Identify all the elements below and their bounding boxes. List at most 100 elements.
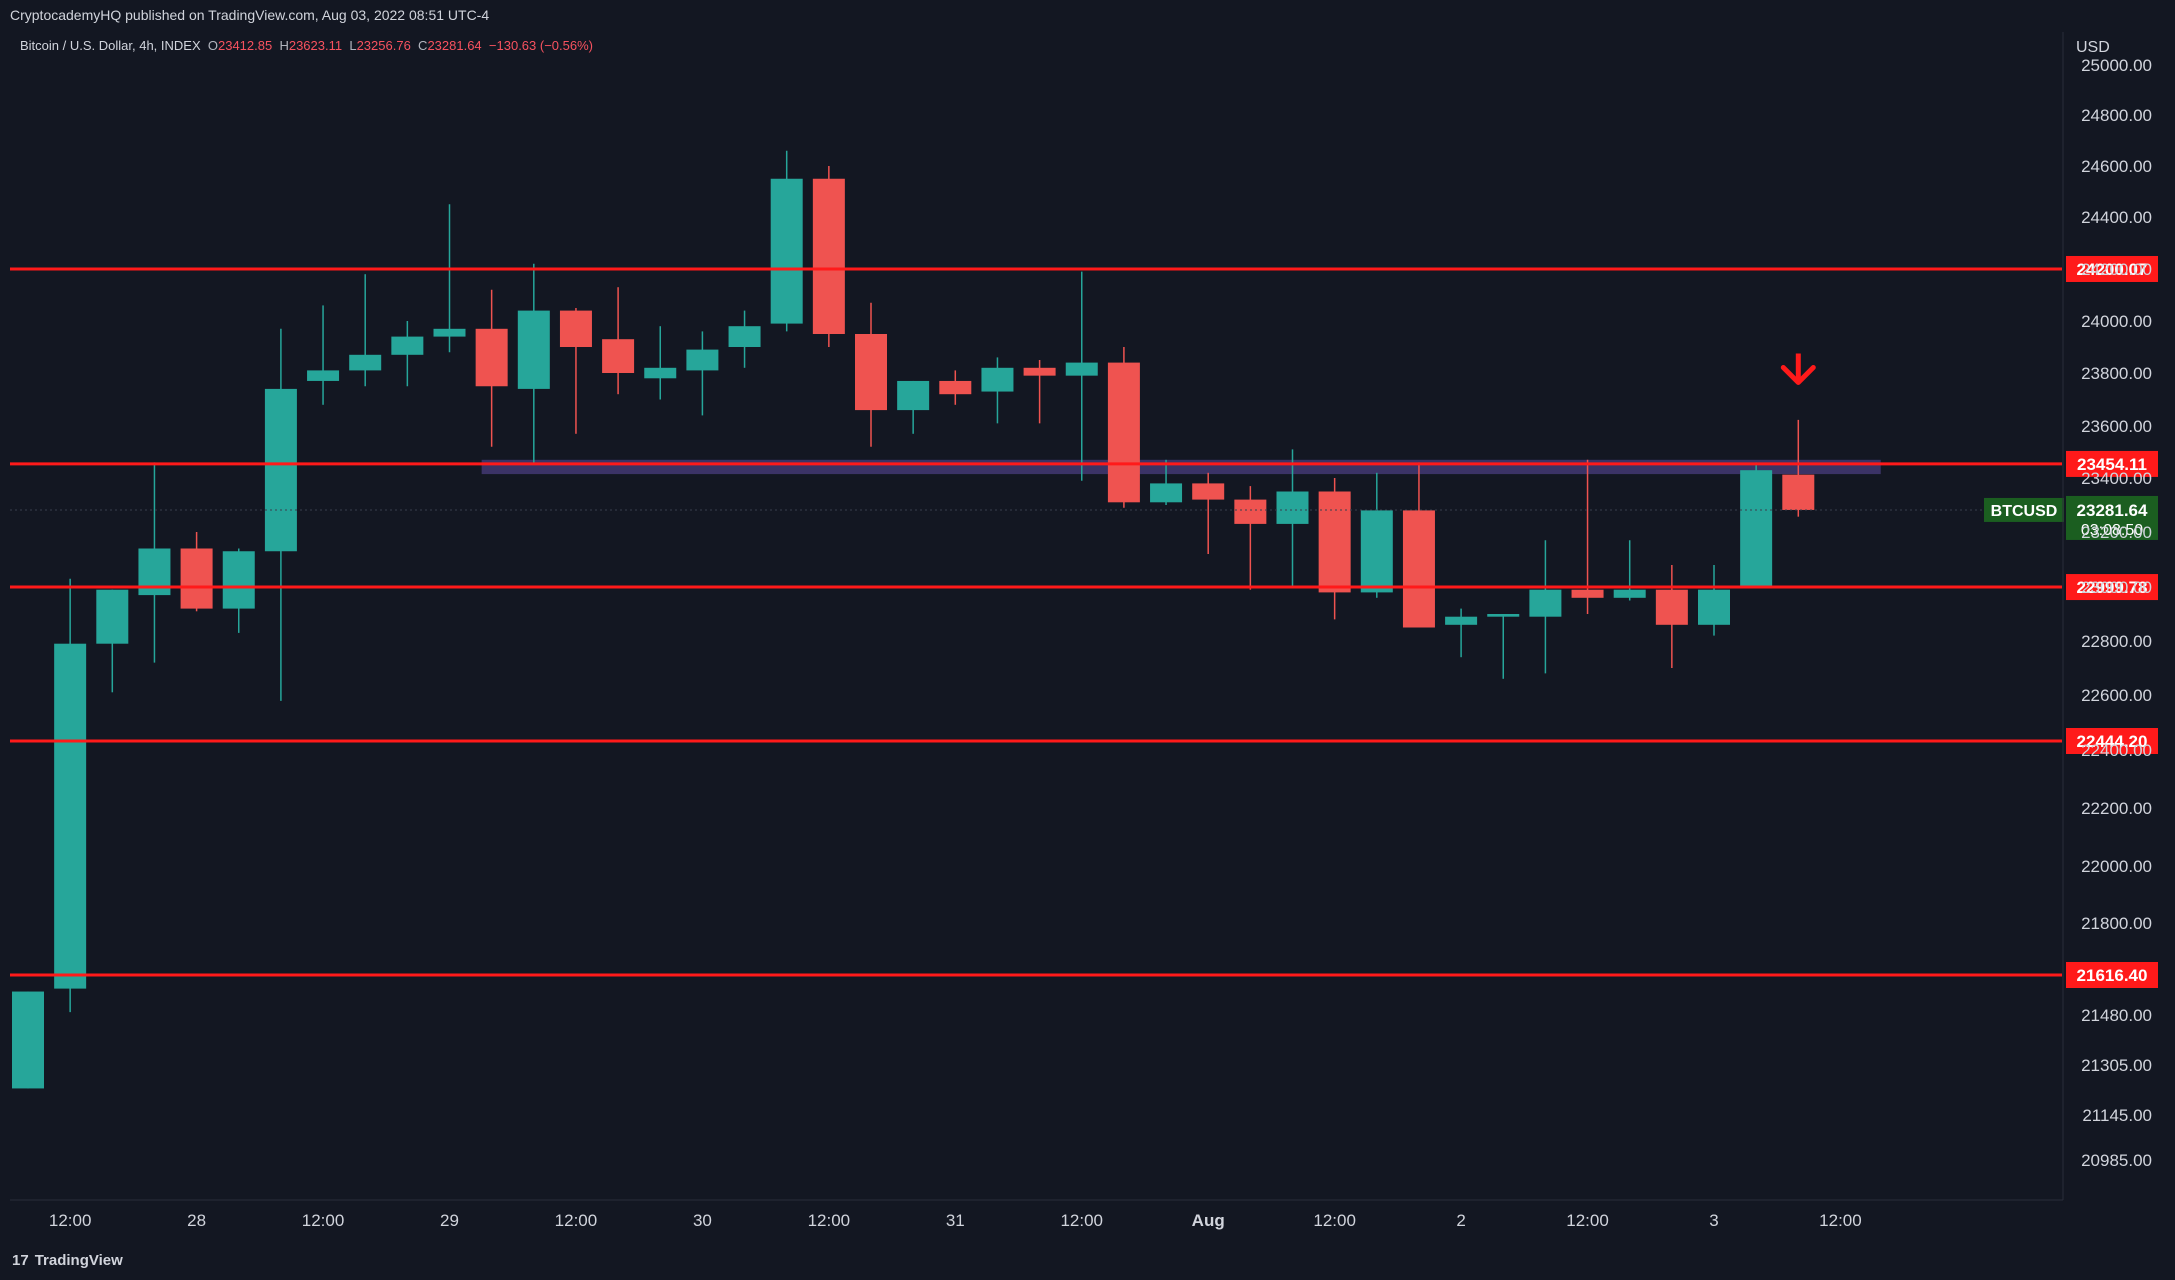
candle[interactable] <box>349 274 382 387</box>
candle[interactable] <box>1782 419 1815 517</box>
tradingview-logo-icon: 17 <box>12 1252 29 1269</box>
candle[interactable] <box>12 991 44 1089</box>
symbol-legend: Bitcoin / U.S. Dollar, 4h, INDEX O23412.… <box>20 38 593 53</box>
candle[interactable] <box>1487 614 1520 679</box>
candle[interactable] <box>1234 486 1267 590</box>
time-tick-label: 12:00 <box>49 1211 92 1230</box>
arrow-head <box>1780 365 1816 385</box>
candle-body <box>1150 483 1183 503</box>
candle[interactable] <box>602 287 635 395</box>
candle[interactable] <box>222 548 255 633</box>
candle[interactable] <box>1023 360 1056 424</box>
candle[interactable] <box>981 357 1014 424</box>
price-tick-label: 25000.00 <box>2081 56 2152 75</box>
candle[interactable] <box>264 328 297 701</box>
time-tick-label: 29 <box>440 1211 459 1230</box>
price-tick-label: 24400.00 <box>2081 208 2152 227</box>
candle[interactable] <box>728 310 761 368</box>
candle[interactable] <box>433 204 466 353</box>
candle[interactable] <box>307 305 340 405</box>
candle-body <box>1740 470 1773 587</box>
candle-body <box>1698 589 1730 625</box>
price-tick-label: 23600.00 <box>2081 417 2152 436</box>
current-price-label: 23281.64 <box>2077 501 2148 520</box>
candle-body <box>475 328 508 387</box>
level-badge <box>2066 450 2158 477</box>
price-axis: USD 20985.00 21145.00 21305.00 21480.00 21800… <box>2062 32 2152 1200</box>
time-tick-label: 2 <box>1456 1211 1465 1230</box>
candle[interactable] <box>855 302 887 447</box>
candle-body <box>391 336 424 355</box>
candle-body <box>517 310 550 389</box>
candle[interactable] <box>559 308 592 434</box>
candle[interactable] <box>897 380 930 434</box>
candle[interactable] <box>1360 472 1393 598</box>
level-label: 24200.07 <box>2077 260 2148 279</box>
candle-body <box>1023 367 1056 376</box>
candle-body <box>1529 589 1562 617</box>
candle[interactable] <box>180 532 213 612</box>
time-tick-label: 12:00 <box>302 1211 345 1230</box>
low-value: 23256.76 <box>356 38 411 53</box>
candle[interactable] <box>1740 462 1773 587</box>
candle[interactable] <box>54 578 87 1013</box>
candle[interactable] <box>96 589 129 693</box>
candle[interactable] <box>939 370 972 405</box>
level-badge <box>2066 962 2158 988</box>
time-tick-label: 12:00 <box>1060 1211 1103 1230</box>
header-bar: CryptocademyHQ published on TradingView.… <box>0 0 2175 32</box>
current-price-line-layer: BTCUSD 23281.64 03:08:50 <box>10 495 2158 540</box>
level-badge <box>2066 255 2158 282</box>
candle[interactable] <box>391 321 424 387</box>
candle-body <box>12 991 44 1089</box>
candle[interactable] <box>1318 478 1351 620</box>
candle-body <box>349 354 382 371</box>
candle-body <box>1234 499 1267 524</box>
symbol-badge <box>1984 497 2064 522</box>
candle-body <box>433 328 466 337</box>
symbol-badge-label: BTCUSD <box>1991 503 2058 520</box>
chart-area[interactable] <box>12 32 2162 1245</box>
footer-bar <box>0 1245 2175 1280</box>
candle-body <box>939 380 972 395</box>
candle[interactable] <box>475 289 508 447</box>
candle[interactable] <box>1698 565 1730 636</box>
candle[interactable] <box>1613 540 1646 601</box>
candle[interactable] <box>1065 271 1098 481</box>
candle-body <box>1613 589 1646 598</box>
price-tick-label: 21145.00 <box>2082 1106 2152 1125</box>
price-tick-label: 24600.00 <box>2081 157 2152 176</box>
price-tick-label: 23200.00 <box>2081 523 2152 542</box>
candle[interactable] <box>1276 449 1309 587</box>
tradingview-logo[interactable]: 17 TradingView <box>12 1252 123 1269</box>
candle[interactable] <box>1107 347 1140 508</box>
symbol-name: Bitcoin / U.S. Dollar, 4h, INDEX <box>20 38 201 53</box>
candle[interactable] <box>644 326 677 400</box>
candle[interactable] <box>1655 565 1688 668</box>
candle-body <box>1276 491 1309 524</box>
candle[interactable] <box>1150 459 1183 505</box>
price-tick-label: 21800.00 <box>2081 914 2152 933</box>
candle[interactable] <box>1192 472 1225 554</box>
candle[interactable] <box>686 331 719 416</box>
time-tick-label: 31 <box>946 1211 965 1230</box>
close-value: 23281.64 <box>427 38 482 53</box>
candle[interactable] <box>812 166 845 347</box>
candle[interactable] <box>517 263 550 465</box>
level-label: 23454.11 <box>2077 455 2147 474</box>
candle[interactable] <box>1445 608 1478 658</box>
candle[interactable] <box>770 150 803 332</box>
candle[interactable] <box>138 462 171 663</box>
candle[interactable] <box>1571 459 1604 614</box>
candle-body <box>180 548 213 609</box>
candle[interactable] <box>1402 462 1435 628</box>
candle-body <box>855 334 887 411</box>
candle-body <box>1065 362 1098 376</box>
level-badge <box>2066 574 2158 601</box>
candle[interactable] <box>1529 540 1562 674</box>
price-chart[interactable]: 24200.07 23454.11 22999.78 22444.20 21616.40… <box>0 0 2175 1245</box>
countdown-label: 03:08:50 <box>2081 522 2143 539</box>
price-tick-label: 23000.00 <box>2081 578 2152 597</box>
open-label: O <box>207 38 218 53</box>
publisher-line: CryptocademyHQ published on TradingView.… <box>10 7 490 23</box>
